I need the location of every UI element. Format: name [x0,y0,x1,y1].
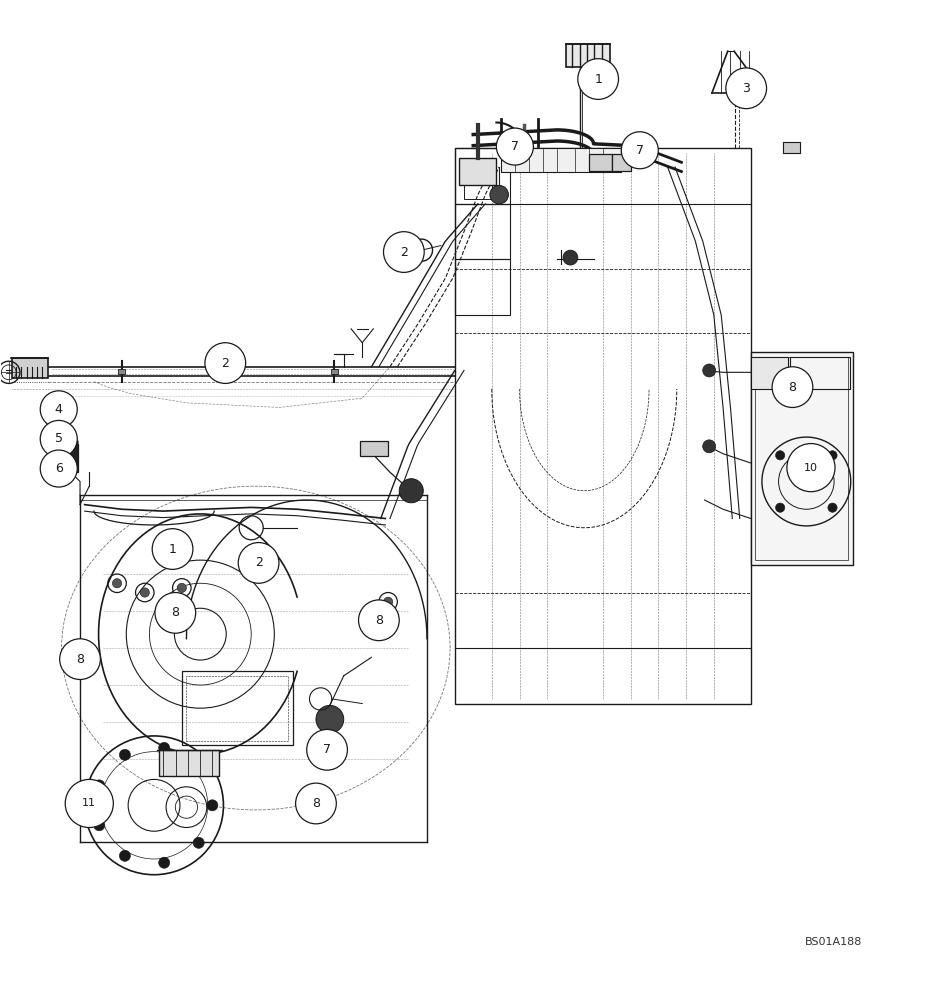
Bar [755,357,847,560]
Circle shape [827,451,836,460]
Bar [501,148,620,172]
Circle shape [193,837,204,848]
Circle shape [775,503,784,512]
Bar [750,352,852,565]
Circle shape [40,450,77,487]
Text: 1: 1 [169,543,176,556]
Circle shape [827,503,836,512]
Circle shape [296,783,336,824]
Circle shape [140,588,149,597]
Bar [750,357,787,389]
Circle shape [796,472,815,491]
Bar [589,154,612,171]
Text: BS01A188: BS01A188 [804,937,861,947]
Text: 7: 7 [635,144,643,157]
Text: 2: 2 [400,246,407,259]
Circle shape [120,749,131,760]
Circle shape [40,391,77,428]
Circle shape [775,451,784,460]
Bar [12,358,47,378]
Circle shape [112,579,121,588]
Circle shape [177,583,186,593]
Bar [454,259,510,315]
Circle shape [238,543,279,583]
Circle shape [620,132,657,169]
Circle shape [496,128,533,165]
Circle shape [702,440,715,453]
Circle shape [94,820,105,831]
Circle shape [489,185,508,204]
Bar [789,357,849,389]
Circle shape [152,529,193,569]
Circle shape [771,367,812,407]
Text: 7: 7 [323,743,331,756]
Bar [186,676,288,741]
Text: 8: 8 [171,606,179,619]
Bar [454,148,510,204]
Circle shape [207,800,218,811]
Text: 4: 4 [55,403,63,416]
Text: 7: 7 [511,140,518,153]
Bar [159,750,219,776]
Text: 6: 6 [55,462,63,475]
Bar [612,154,629,171]
Bar [454,204,510,259]
Text: 8: 8 [311,797,320,810]
Circle shape [786,444,834,492]
Bar [64,444,78,472]
Bar [464,185,491,199]
Circle shape [578,59,618,99]
Text: 5: 5 [55,432,63,445]
Text: 8: 8 [375,614,383,627]
Bar [182,671,293,745]
Bar [782,142,799,153]
Text: 10: 10 [803,463,817,473]
Circle shape [315,705,343,733]
Circle shape [307,729,347,770]
Circle shape [383,232,424,272]
Bar [459,158,496,185]
Bar [330,369,337,374]
Circle shape [155,593,196,633]
Circle shape [120,850,131,861]
Bar [565,44,610,67]
Circle shape [159,742,170,753]
Circle shape [193,762,204,773]
Circle shape [59,639,100,679]
Text: 11: 11 [83,798,96,808]
Circle shape [702,364,715,377]
Circle shape [159,857,170,868]
Text: 3: 3 [742,82,749,95]
Circle shape [65,779,113,828]
Circle shape [358,600,399,641]
Circle shape [63,435,78,450]
Circle shape [725,68,766,109]
Circle shape [399,479,423,503]
Circle shape [205,343,246,383]
Bar [220,369,227,374]
Bar [360,441,387,456]
Text: 2: 2 [254,556,262,569]
Circle shape [563,250,578,265]
Circle shape [40,420,77,457]
Text: 8: 8 [76,653,84,666]
Circle shape [94,780,105,791]
Bar [454,148,750,704]
Circle shape [383,597,392,606]
Text: 8: 8 [788,381,795,394]
Text: 1: 1 [593,73,602,86]
Text: 2: 2 [222,357,229,370]
Bar [217,365,234,376]
Bar [118,369,125,374]
